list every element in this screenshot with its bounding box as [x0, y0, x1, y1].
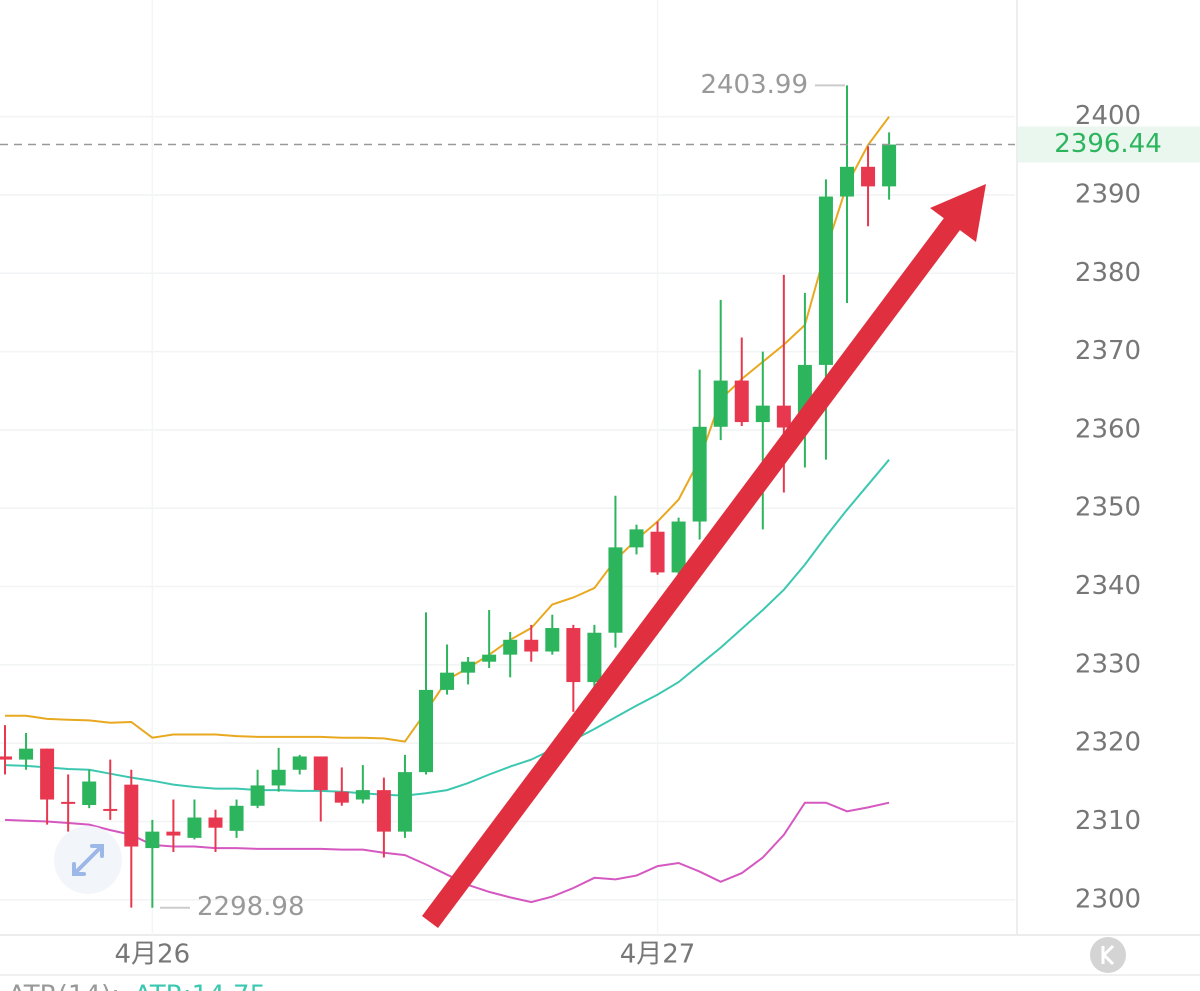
candle-body — [566, 628, 581, 683]
y-tick-label: 2330 — [1075, 649, 1141, 679]
arrow-shaft — [421, 214, 964, 928]
candle-body — [524, 639, 539, 652]
candle-body — [124, 784, 139, 847]
arrow-head — [930, 184, 986, 242]
candle-body — [671, 521, 686, 573]
y-tick-label: 2400 — [1075, 101, 1141, 131]
candle-body — [334, 791, 349, 803]
candle-body — [292, 756, 307, 770]
candle-body — [250, 785, 265, 806]
candle-body — [82, 781, 97, 806]
candle-body — [818, 196, 833, 365]
candle-body — [166, 831, 181, 836]
candle-body — [840, 166, 854, 197]
candle-body — [861, 166, 876, 187]
candle-body — [608, 547, 623, 633]
expand-button[interactable] — [54, 826, 122, 894]
y-tick-label: 2340 — [1075, 571, 1141, 601]
indicator-line — [4, 459, 890, 797]
candle-body — [882, 144, 897, 187]
candle-body — [482, 654, 497, 662]
candle-body — [755, 405, 770, 423]
candle-body — [503, 639, 518, 655]
y-tick-label: 2390 — [1075, 179, 1141, 209]
low-label: 2298.98 — [197, 892, 305, 922]
y-tick-label: 2350 — [1075, 493, 1141, 523]
candle-body — [692, 426, 707, 522]
y-tick-label: 2300 — [1075, 884, 1141, 914]
candle-body — [587, 632, 602, 683]
candle-body — [19, 748, 34, 760]
candle-body — [376, 790, 391, 832]
trend-arrow — [421, 184, 986, 928]
candle-body — [103, 808, 118, 811]
y-tick-label: 2370 — [1075, 336, 1141, 366]
indicator-value: ATR:14.75 — [134, 981, 266, 991]
x-tick-label: 4月27 — [620, 940, 696, 970]
candle-body — [145, 831, 160, 849]
last-price-box — [1018, 126, 1200, 163]
expand-glyph — [72, 844, 104, 876]
candle-body — [397, 772, 412, 832]
candle-body — [40, 748, 55, 800]
candle-body — [545, 628, 560, 652]
candle-body — [776, 405, 791, 428]
candle-body — [0, 756, 12, 760]
candle-body — [208, 817, 223, 828]
candle-body — [713, 380, 728, 427]
y-tick-label: 2310 — [1075, 806, 1141, 836]
candle-body — [355, 790, 370, 800]
candle-body — [313, 756, 328, 791]
candle-body — [187, 817, 202, 838]
kline-button[interactable] — [1090, 937, 1126, 973]
candle-body — [650, 531, 665, 573]
y-tick-label: 2320 — [1075, 728, 1141, 758]
candle-body — [734, 380, 749, 423]
y-tick-label: 2380 — [1075, 258, 1141, 288]
candle-body — [461, 661, 476, 673]
candle-body — [629, 529, 644, 548]
candle-body — [61, 801, 76, 804]
candle-body — [229, 805, 244, 831]
last-price-label: 2396.44 — [1054, 129, 1162, 159]
x-tick-label: 4月26 — [115, 940, 191, 970]
high-label: 2403.99 — [700, 70, 808, 100]
indicator-name: ATR(14): — [8, 981, 120, 991]
kline-glyph — [1101, 944, 1115, 966]
y-tick-label: 2360 — [1075, 414, 1141, 444]
kline-bg — [1090, 937, 1126, 973]
plot-area: 2300 2310 2320 2330 2340 2350 2360 2370 2380 2390… — [0, 0, 1141, 970]
candle-body — [271, 769, 286, 786]
candle-body — [440, 672, 455, 690]
candle-body — [419, 689, 433, 773]
